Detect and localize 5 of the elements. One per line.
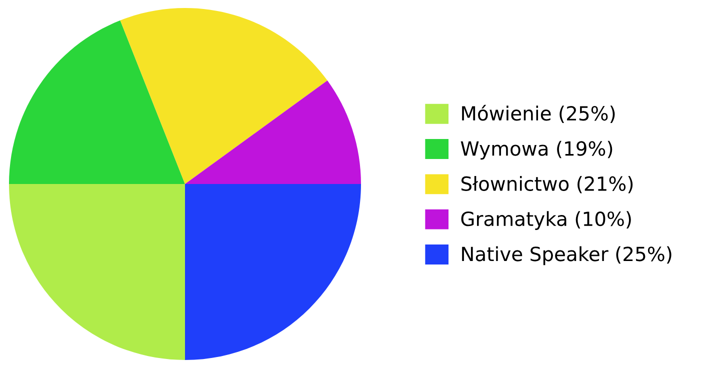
legend-label: Wymowa (19%) [460,140,612,160]
legend-label: Mówienie (25%) [462,104,615,123]
legend-label: Gramatyka (10%) [461,211,631,230]
legend-label: Słownictwo (21%) [461,176,633,194]
legend-label: Native Speaker (25%) [462,246,672,266]
